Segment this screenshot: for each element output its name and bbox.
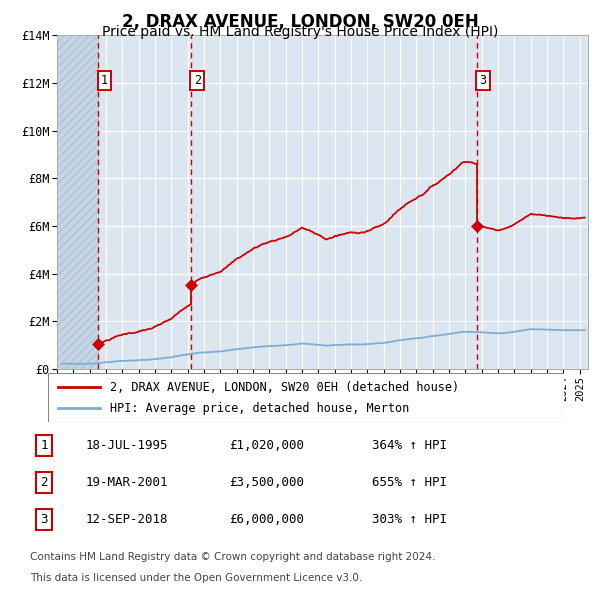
Text: 303% ↑ HPI: 303% ↑ HPI bbox=[372, 513, 447, 526]
Text: 3: 3 bbox=[479, 74, 487, 87]
Bar bbox=[57, 35, 98, 369]
FancyBboxPatch shape bbox=[48, 373, 564, 422]
Text: Contains HM Land Registry data © Crown copyright and database right 2024.: Contains HM Land Registry data © Crown c… bbox=[30, 552, 436, 562]
Text: 655% ↑ HPI: 655% ↑ HPI bbox=[372, 476, 447, 489]
Text: 2, DRAX AVENUE, LONDON, SW20 0EH (detached house): 2, DRAX AVENUE, LONDON, SW20 0EH (detach… bbox=[110, 381, 459, 394]
Text: 19-MAR-2001: 19-MAR-2001 bbox=[85, 476, 168, 489]
Text: 18-JUL-1995: 18-JUL-1995 bbox=[85, 439, 168, 452]
Text: 2: 2 bbox=[40, 476, 47, 489]
Text: Price paid vs. HM Land Registry's House Price Index (HPI): Price paid vs. HM Land Registry's House … bbox=[102, 25, 498, 40]
Text: HPI: Average price, detached house, Merton: HPI: Average price, detached house, Mert… bbox=[110, 402, 409, 415]
Text: 3: 3 bbox=[40, 513, 47, 526]
Text: 1: 1 bbox=[40, 439, 47, 452]
Text: 2: 2 bbox=[194, 74, 201, 87]
Text: This data is licensed under the Open Government Licence v3.0.: This data is licensed under the Open Gov… bbox=[30, 573, 362, 583]
Text: 2, DRAX AVENUE, LONDON, SW20 0EH: 2, DRAX AVENUE, LONDON, SW20 0EH bbox=[122, 13, 478, 31]
Text: 12-SEP-2018: 12-SEP-2018 bbox=[85, 513, 168, 526]
Text: £3,500,000: £3,500,000 bbox=[229, 476, 304, 489]
Text: 1: 1 bbox=[101, 74, 108, 87]
Text: £1,020,000: £1,020,000 bbox=[229, 439, 304, 452]
Text: £6,000,000: £6,000,000 bbox=[229, 513, 304, 526]
Text: 364% ↑ HPI: 364% ↑ HPI bbox=[372, 439, 447, 452]
